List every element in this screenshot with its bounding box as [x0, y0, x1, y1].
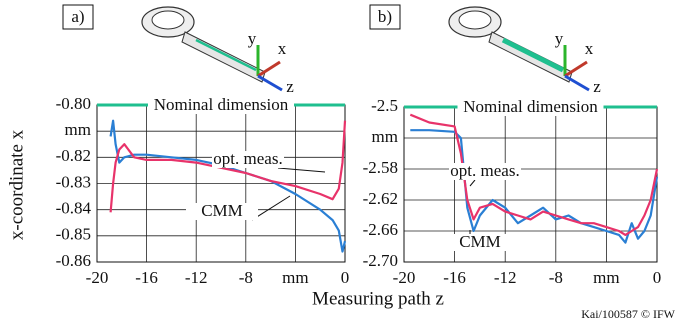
y-tick-label: -2.58	[363, 158, 398, 177]
x-tick-label: -20	[86, 268, 109, 287]
x-tick-label: -8	[239, 268, 253, 287]
icon-axis-label: y	[555, 29, 564, 48]
panel-label: b)	[378, 7, 392, 26]
icon-hole	[459, 11, 491, 29]
annotation: CMM	[459, 232, 501, 251]
y-tick-label: -0.83	[56, 172, 91, 191]
annotation: CMM	[201, 201, 243, 220]
x-tick-label: 0	[653, 268, 662, 287]
figure: x-coordinate x Measuring path z Kai/1005…	[0, 0, 681, 324]
annotation-leader	[278, 168, 325, 172]
x-axis-label: Measuring path z	[312, 288, 444, 309]
x-tick-label: 0	[341, 268, 350, 287]
icon-hole	[152, 11, 184, 29]
icon-axis-z	[258, 76, 282, 90]
panel-label: a)	[71, 7, 84, 26]
y-axis-label: x-coordinate x	[6, 129, 27, 240]
y-tick-label: -2.66	[363, 220, 398, 239]
y-tick-label: -2.62	[363, 189, 398, 208]
part-icon	[142, 7, 282, 90]
series-line	[111, 121, 345, 252]
y-tick-label: mm	[372, 127, 398, 146]
icon-axis-label: z	[286, 77, 294, 96]
x-tick-label: -16	[443, 268, 466, 287]
annotation: opt. meas.	[450, 161, 519, 180]
icon-axis-label: y	[248, 29, 257, 48]
nominal-label: Nominal dimension	[463, 97, 598, 116]
y-tick-label: mm	[65, 120, 91, 139]
y-tick-label: -0.82	[56, 146, 91, 165]
icon-axis-label: z	[593, 77, 601, 96]
x-tick-label: mm	[593, 268, 619, 287]
x-tick-label: -8	[549, 268, 563, 287]
nominal-label: Nominal dimension	[154, 95, 289, 114]
icon-axis-label: x	[585, 39, 594, 58]
x-tick-label: -12	[185, 268, 208, 287]
series-line	[410, 115, 657, 235]
y-tick-label: -2.5	[371, 96, 398, 115]
annotation: opt. meas.	[213, 149, 282, 168]
y-tick-label: -0.84	[56, 199, 92, 218]
x-tick-label: mm	[282, 268, 308, 287]
icon-axis-x	[258, 62, 280, 76]
x-tick-label: -20	[393, 268, 416, 287]
icon-axis-x	[565, 62, 587, 76]
y-tick-label: -0.85	[56, 225, 91, 244]
part-icon	[449, 7, 589, 90]
x-tick-label: -16	[135, 268, 158, 287]
x-tick-label: -12	[494, 268, 517, 287]
annotation-leader	[470, 180, 475, 186]
y-tick-label: -0.80	[56, 94, 91, 113]
icon-axis-z	[565, 76, 589, 90]
series-line	[410, 130, 657, 242]
icon-axis-label: x	[278, 39, 287, 58]
credit: Kai/100587 © IFW	[581, 307, 675, 321]
